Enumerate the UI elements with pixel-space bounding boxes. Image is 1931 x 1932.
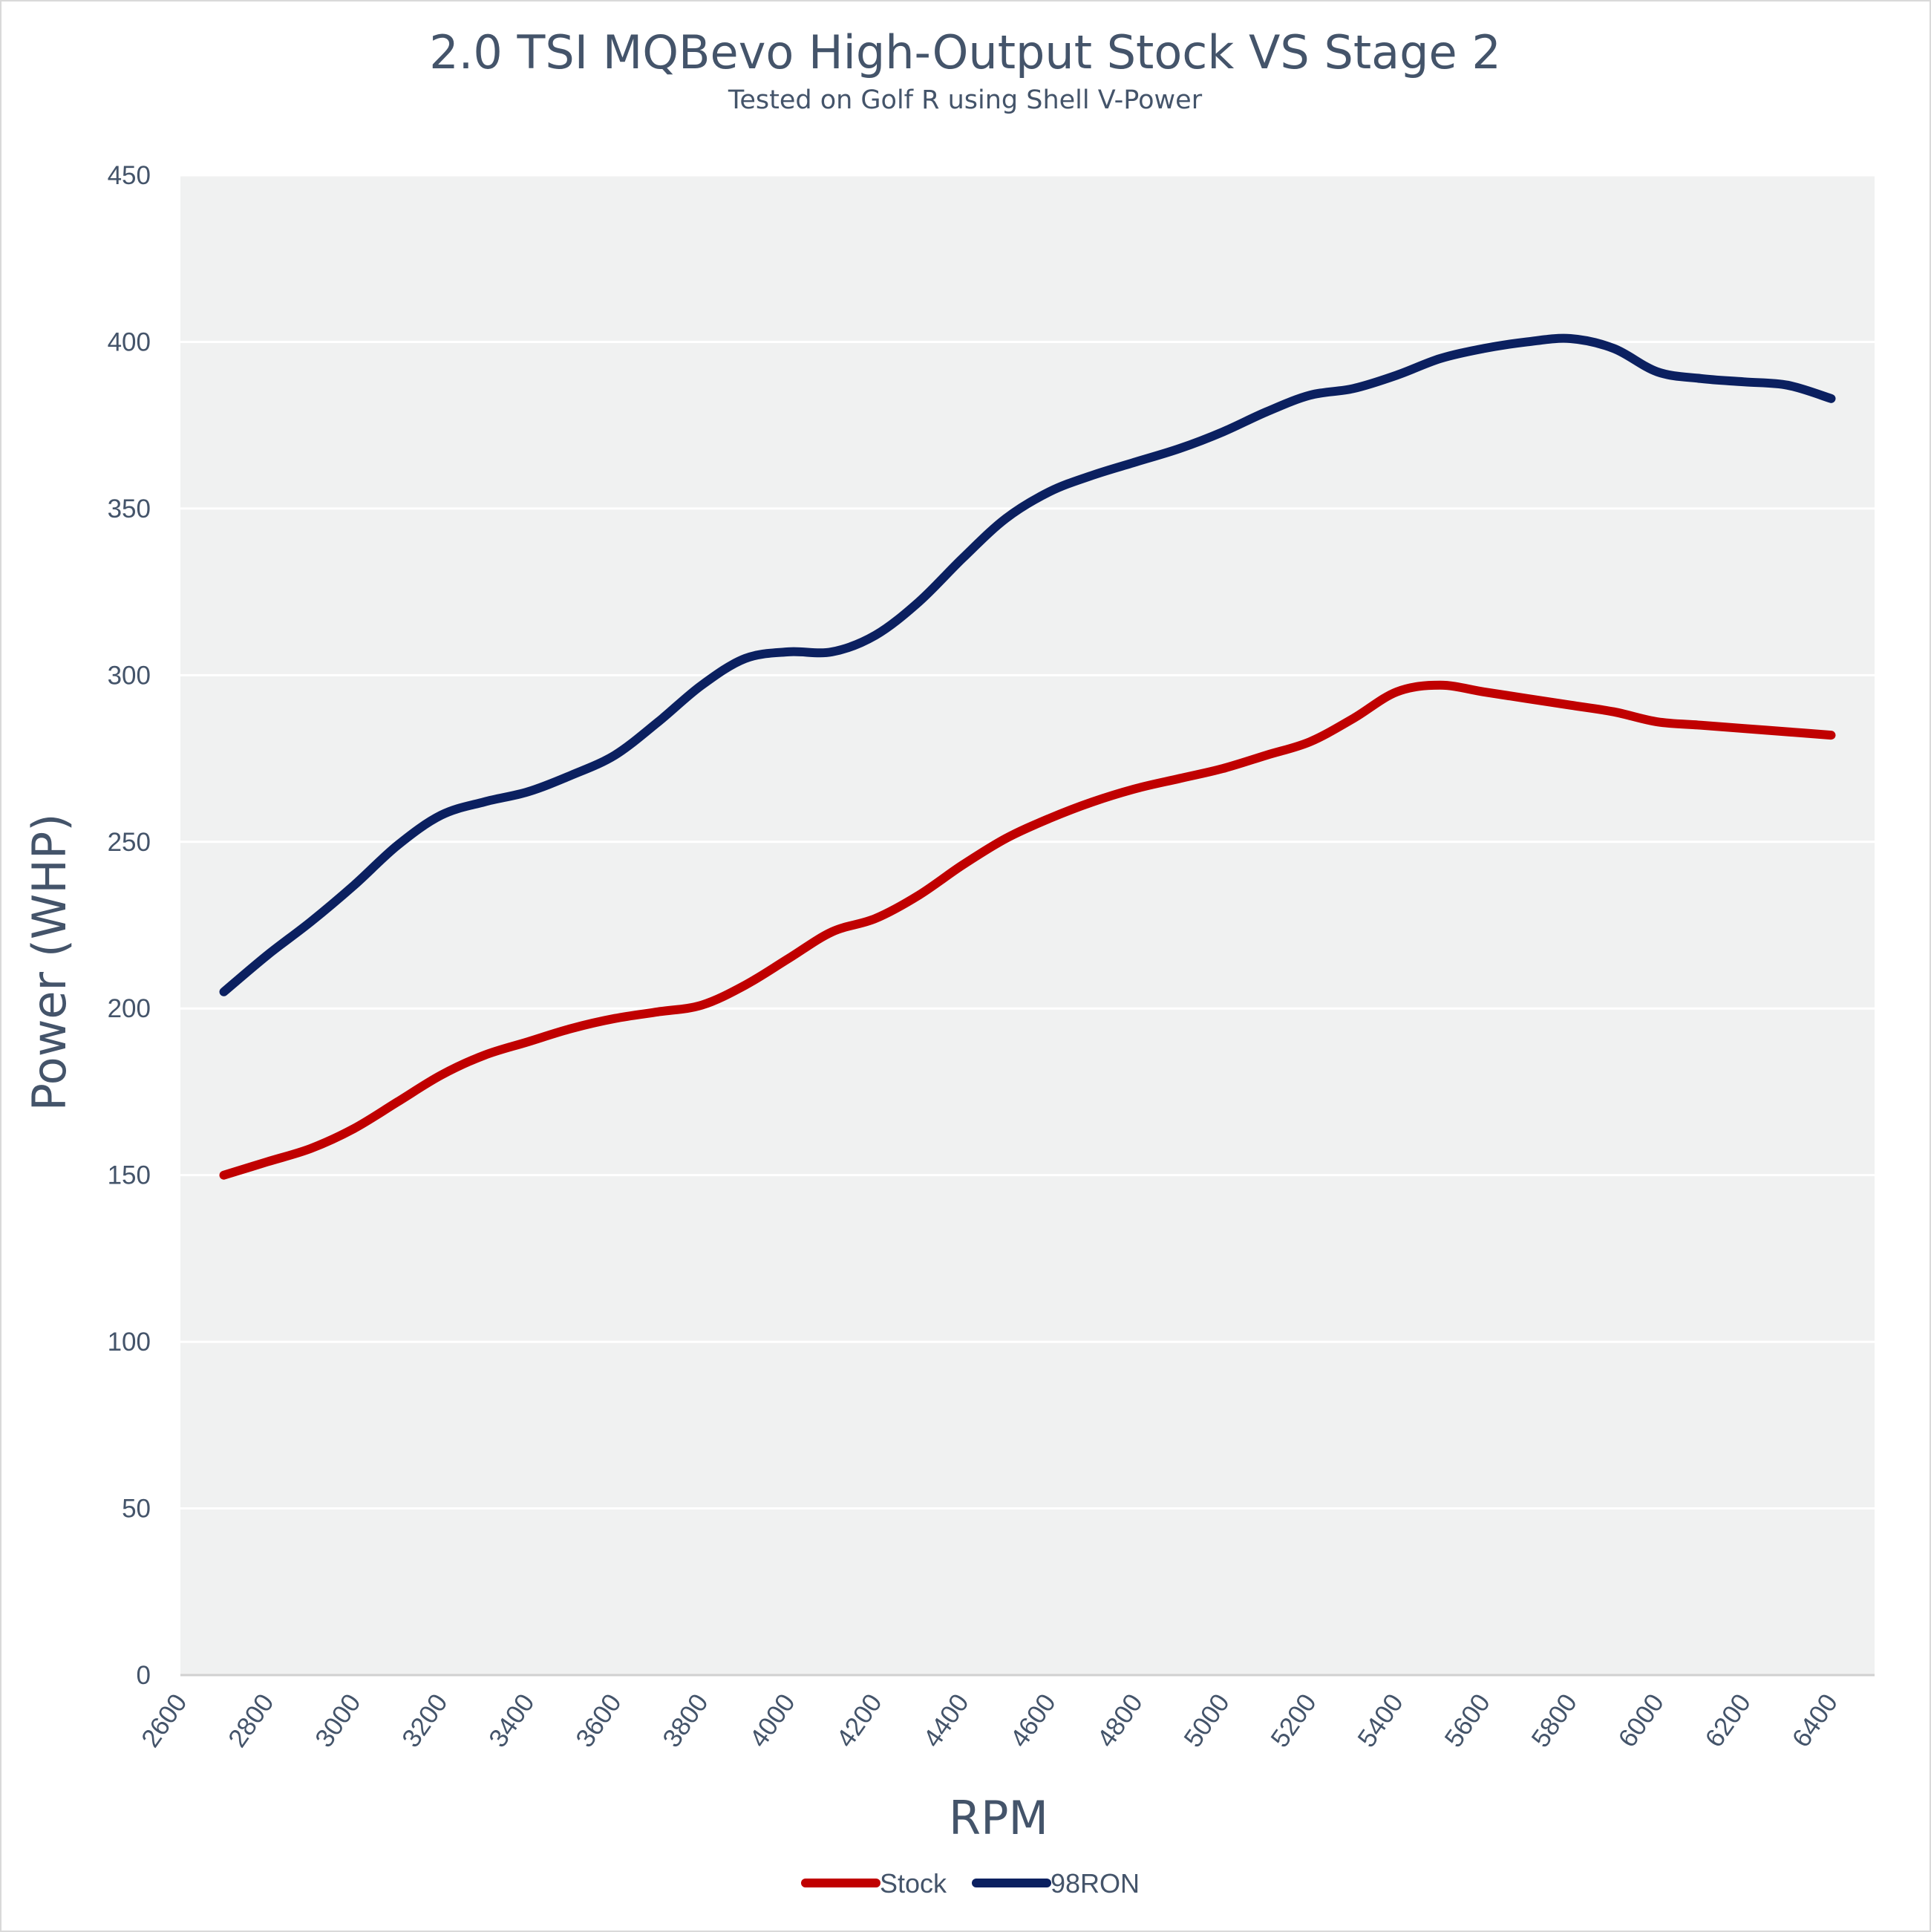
legend-label-stock: Stock xyxy=(880,1868,947,1899)
y-tick-label: 0 xyxy=(137,1661,151,1690)
legend-label-98ron: 98RON xyxy=(1051,1868,1140,1899)
legend: Stock 98RON xyxy=(801,1868,1140,1899)
plot-area xyxy=(180,175,1875,1675)
series-line-98ron xyxy=(219,333,1836,996)
y-tick-label: 50 xyxy=(122,1495,151,1524)
y-tick-label: 400 xyxy=(108,327,151,356)
y-tick-label: 200 xyxy=(108,994,151,1023)
series-line-stock xyxy=(219,680,1836,1180)
y-tick-label: 150 xyxy=(108,1161,151,1190)
series-lines xyxy=(219,333,1836,1180)
y-tick-label: 350 xyxy=(108,495,151,523)
gridlines xyxy=(180,174,1875,1677)
y-tick-label: 100 xyxy=(108,1328,151,1357)
chart-subtitle: Tested on Golf R using Shell V-Power xyxy=(728,85,1203,115)
chart-title: 2.0 TSI MQBevo High-Output Stock VS Stag… xyxy=(429,25,1501,79)
x-axis-title: RPM xyxy=(949,1791,1048,1845)
y-tick-label: 300 xyxy=(108,661,151,690)
y-axis-title: Power (WHP) xyxy=(22,814,76,1112)
y-tick-label: 450 xyxy=(108,161,151,190)
y-tick-label: 250 xyxy=(108,828,151,857)
y-axis-ticks: 0 50 100 150 200 250 300 350 400 450 xyxy=(108,161,151,1690)
